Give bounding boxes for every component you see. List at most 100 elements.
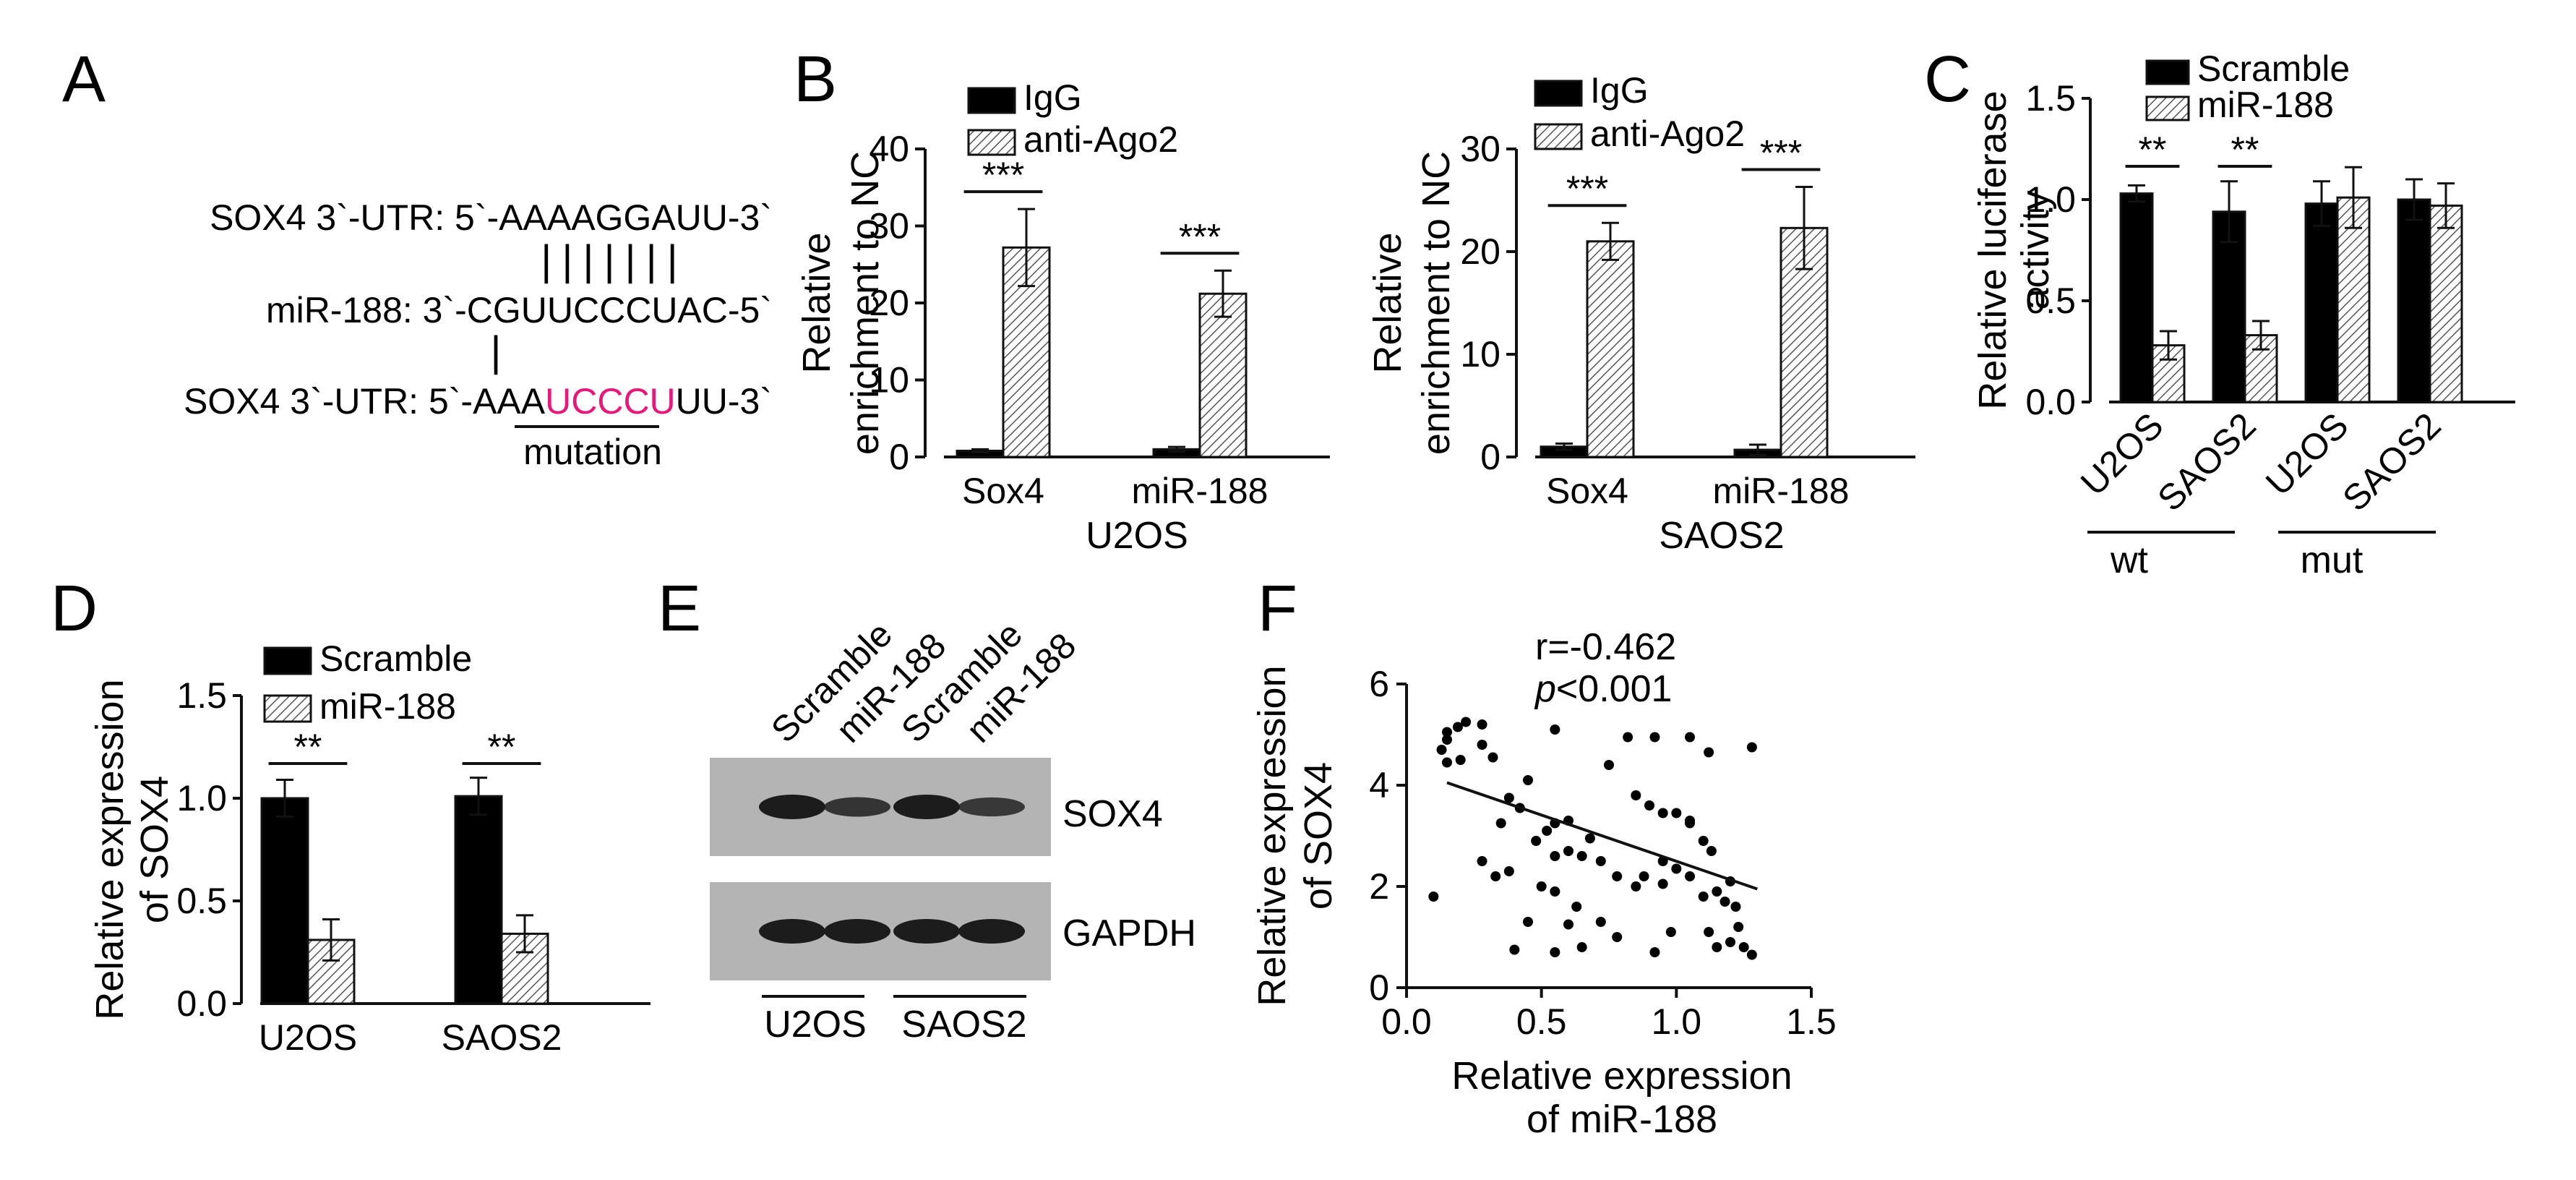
- scatter-point: [1503, 866, 1514, 876]
- x-tick-label: 0.0: [1381, 1001, 1432, 1042]
- scatter-point: [1685, 732, 1695, 743]
- scatter-point: [1550, 886, 1560, 897]
- y-tick-label: 0.5: [2025, 281, 2076, 321]
- significance-stars: ***: [1760, 133, 1802, 174]
- scatter-point: [1712, 886, 1722, 897]
- scatter-point: [1738, 942, 1749, 952]
- scatter-point: [1725, 937, 1735, 947]
- y-tick-label: 0: [1480, 437, 1500, 477]
- bar-scramble: [454, 795, 503, 1005]
- bar-mir-188: [2429, 204, 2463, 403]
- panel-letter-e: E: [658, 573, 701, 645]
- scatter-point: [1671, 808, 1682, 818]
- scatter-point: [1631, 790, 1641, 800]
- scatter-point: [1612, 871, 1623, 881]
- scatter-point: [1550, 851, 1560, 861]
- scatter-point: [1550, 724, 1560, 735]
- blot-band-gapdh: [958, 919, 1025, 944]
- scatter-point: [1477, 740, 1487, 750]
- scatter-point: [1623, 732, 1633, 743]
- y-tick-label: 1.0: [176, 778, 227, 818]
- y-tick-label: 0: [1369, 967, 1389, 1008]
- y-axis-label: Relative luciferase: [1971, 90, 2014, 409]
- blot-band-gapdh: [824, 919, 890, 944]
- scatter-point: [1704, 747, 1714, 758]
- y-tick-label: 2: [1369, 866, 1389, 907]
- blot-band-sox4: [824, 797, 890, 817]
- chart-d: 0.0 0.5 1.0 1.5 Relative expression of SOX4 U2…: [88, 638, 651, 1058]
- x-tick-label: 1.5: [1786, 1001, 1837, 1042]
- bar-scramble: [2119, 192, 2154, 403]
- scatter-point: [1452, 722, 1463, 732]
- panel-letter-f: F: [1258, 573, 1297, 645]
- scatter-point: [1531, 836, 1542, 846]
- scatter-point: [1509, 944, 1520, 955]
- scatter-point: [1442, 735, 1452, 745]
- scatter-point: [1536, 881, 1547, 892]
- sox4-utr-wt-line: SOX4 3`-UTR: 5`-AAAAGGAUU-3`: [210, 197, 772, 238]
- scatter-point: [1685, 818, 1695, 829]
- scatter-point: [1698, 836, 1709, 846]
- scatter-point: [1563, 846, 1573, 856]
- scatter-point: [1563, 919, 1573, 930]
- scatter-point: [1746, 949, 1757, 960]
- x-tick-label: U2OS: [259, 1017, 357, 1058]
- x-tick-label: miR-188: [1132, 471, 1268, 511]
- scatter-point: [1649, 947, 1660, 957]
- significance-stars: **: [294, 727, 322, 767]
- significance-stars: **: [2139, 129, 2167, 170]
- y-axis-label: Relative: [795, 232, 838, 373]
- scatter-point: [1671, 863, 1682, 874]
- scatter-point: [1576, 851, 1587, 861]
- scatter-point: [1746, 742, 1757, 753]
- scatter-point: [1639, 871, 1649, 881]
- blot-band-sox4: [759, 795, 825, 819]
- x-tick-label: SAOS2: [2335, 405, 2449, 519]
- panel-e-western-blot: Scramble miR-188 Scramble miR-188 SOX4 G…: [710, 614, 1196, 1046]
- panel-c-groups: wt mut: [2087, 531, 2436, 581]
- y-tick-label: 30: [1460, 129, 1500, 169]
- y-tick-label: 1.5: [2025, 78, 2076, 119]
- scatter-point: [1477, 719, 1487, 730]
- scatter-point: [1698, 892, 1709, 902]
- bar-scramble: [260, 797, 309, 1005]
- pairing-bars-top: |||||||: [541, 237, 687, 284]
- panel-letter-b: B: [794, 43, 837, 116]
- scatter-point: [1495, 818, 1506, 829]
- group-label: U2OS: [1086, 515, 1188, 557]
- panel-letter-d: D: [51, 573, 98, 645]
- scatter-point: [1657, 808, 1668, 818]
- y-tick-label: 20: [1460, 231, 1500, 272]
- mir188-line: miR-188: 3`-CGUUCCCUAC-5`: [266, 290, 772, 330]
- mutation-label: mutation: [523, 432, 662, 472]
- scatter-point: [1657, 878, 1668, 889]
- scatter-point: [1665, 927, 1676, 937]
- y-axis-label: Relative expression: [1250, 665, 1294, 1006]
- significance-stars: ***: [982, 155, 1024, 195]
- legend-swatch: [263, 694, 312, 723]
- y-axis-label: Relative: [1366, 232, 1409, 373]
- legend-swatch: [967, 129, 1016, 156]
- legend-swatch: [2145, 59, 2190, 85]
- x-axis-label: of miR-188: [1527, 1098, 1717, 1141]
- y-axis-label: of SOX4: [133, 776, 176, 923]
- blot-row-label-sox4: SOX4: [1062, 793, 1163, 835]
- pairing-bars-bottom: |: [490, 328, 501, 375]
- y-tick-label: 10: [869, 360, 909, 401]
- scatter-point: [1523, 775, 1533, 785]
- sox4-utr-mut-line: SOX4 3`-UTR: 5`-AAAUCCCUUU-3`: [184, 381, 772, 422]
- x-tick-label: Sox4: [1546, 471, 1628, 511]
- scatter-point: [1455, 755, 1466, 765]
- legend-label: IgG: [1590, 70, 1649, 111]
- significance-stars: ***: [1566, 168, 1608, 209]
- bar-anti-ago2: [1586, 240, 1635, 458]
- bar-anti-ago2: [1002, 246, 1051, 458]
- bar-anti-ago2: [1198, 292, 1248, 458]
- y-tick-label: 1.0: [2025, 179, 2076, 220]
- scatter-point: [1712, 942, 1722, 952]
- scatter-point: [1704, 927, 1714, 937]
- scatter-point: [1523, 917, 1533, 927]
- chart-b1: 0 10 20 30 40 Relative enrichment to NC Sox4 ***…: [795, 77, 1330, 557]
